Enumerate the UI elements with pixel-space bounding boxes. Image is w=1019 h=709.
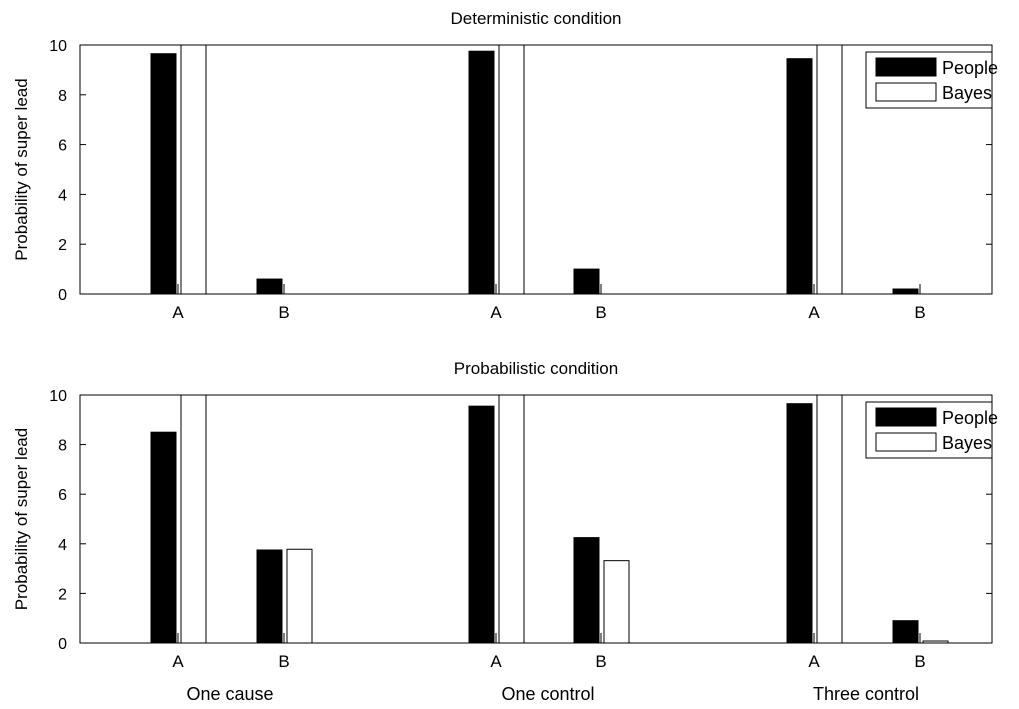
- legend-swatch-bayes: [875, 82, 937, 102]
- legend-label-bayes: Bayes: [942, 83, 992, 103]
- y-tick-label: 6: [58, 138, 67, 155]
- legend-label-bayes: Bayes: [942, 433, 992, 453]
- bar-people-a: [786, 58, 813, 295]
- bar-bayes-a: [816, 44, 843, 295]
- group-label-one-cause: One cause: [186, 684, 273, 704]
- y-tick-label: 0: [58, 636, 67, 653]
- legend-swatch-bayes: [875, 432, 937, 452]
- deterministic-panel: Deterministic condition Probability of su…: [12, 9, 998, 322]
- bar-bayes-a: [816, 394, 843, 644]
- bar-people-b: [573, 268, 600, 295]
- x-tick-label: A: [808, 652, 820, 671]
- series-bayes: [180, 44, 843, 295]
- chart-title: Deterministic condition: [450, 9, 621, 28]
- y-tick-label: 0: [58, 287, 67, 304]
- legend: People Bayes: [865, 401, 998, 459]
- legend-label-people: People: [942, 408, 998, 428]
- bar-people-b: [256, 549, 283, 644]
- group-labels: One cause One control Three control: [186, 684, 919, 704]
- bar-bayes-a: [498, 44, 525, 295]
- y-axis-label: Probability of super lead: [12, 78, 31, 260]
- y-tick-label: 4: [58, 187, 67, 204]
- bar-bayes-b: [286, 548, 313, 644]
- bar-bayes-b: [603, 560, 630, 644]
- bar-people-a: [786, 403, 813, 644]
- bar-bayes-a: [180, 44, 207, 295]
- legend-swatch-people: [875, 407, 937, 427]
- y-tick-label: 2: [58, 237, 67, 254]
- x-tick-label: B: [278, 652, 289, 671]
- x-tick-label: B: [914, 303, 925, 322]
- y-axis-label: Probability of super lead: [12, 428, 31, 610]
- series-people: [150, 403, 919, 644]
- legend-label-people: People: [942, 58, 998, 78]
- bar-people-b: [892, 620, 919, 644]
- x-tick-label: B: [595, 303, 606, 322]
- x-tick-label: A: [172, 303, 184, 322]
- y-tick-label: 10: [49, 388, 67, 405]
- x-tick-label: A: [808, 303, 820, 322]
- x-tick-label: A: [172, 652, 184, 671]
- bar-bayes-a: [498, 394, 525, 644]
- bar-people-a: [468, 405, 495, 644]
- x-tick-label: B: [278, 303, 289, 322]
- y-tick-label: 8: [58, 88, 67, 105]
- bar-people-b: [573, 537, 600, 644]
- x-tick-label: A: [490, 303, 502, 322]
- bar-people-b: [892, 288, 919, 295]
- series-bayes: [180, 394, 949, 644]
- bar-people-a: [468, 50, 495, 295]
- bar-bayes-a: [180, 394, 207, 644]
- group-label-three-control: Three control: [813, 684, 919, 704]
- probabilistic-panel: Probabilistic condition Probability of su…: [12, 359, 998, 671]
- y-tick-label: 8: [58, 438, 67, 455]
- legend-swatch-people: [875, 57, 937, 77]
- y-tick-label: 6: [58, 487, 67, 504]
- y-tick-label: 4: [58, 537, 67, 554]
- bar-people-a: [150, 53, 177, 295]
- chart-title: Probabilistic condition: [454, 359, 618, 378]
- plot-frame: [79, 394, 993, 644]
- legend: People Bayes: [865, 51, 998, 109]
- plot-frame: [79, 44, 993, 295]
- bar-people-b: [256, 278, 283, 295]
- y-tick-label: 2: [58, 586, 67, 603]
- series-people: [150, 50, 919, 295]
- y-tick-label: 10: [49, 38, 67, 55]
- x-tick-label: B: [914, 652, 925, 671]
- x-tick-label: B: [595, 652, 606, 671]
- x-tick-label: A: [490, 652, 502, 671]
- group-label-one-control: One control: [501, 684, 594, 704]
- bar-people-a: [150, 431, 177, 644]
